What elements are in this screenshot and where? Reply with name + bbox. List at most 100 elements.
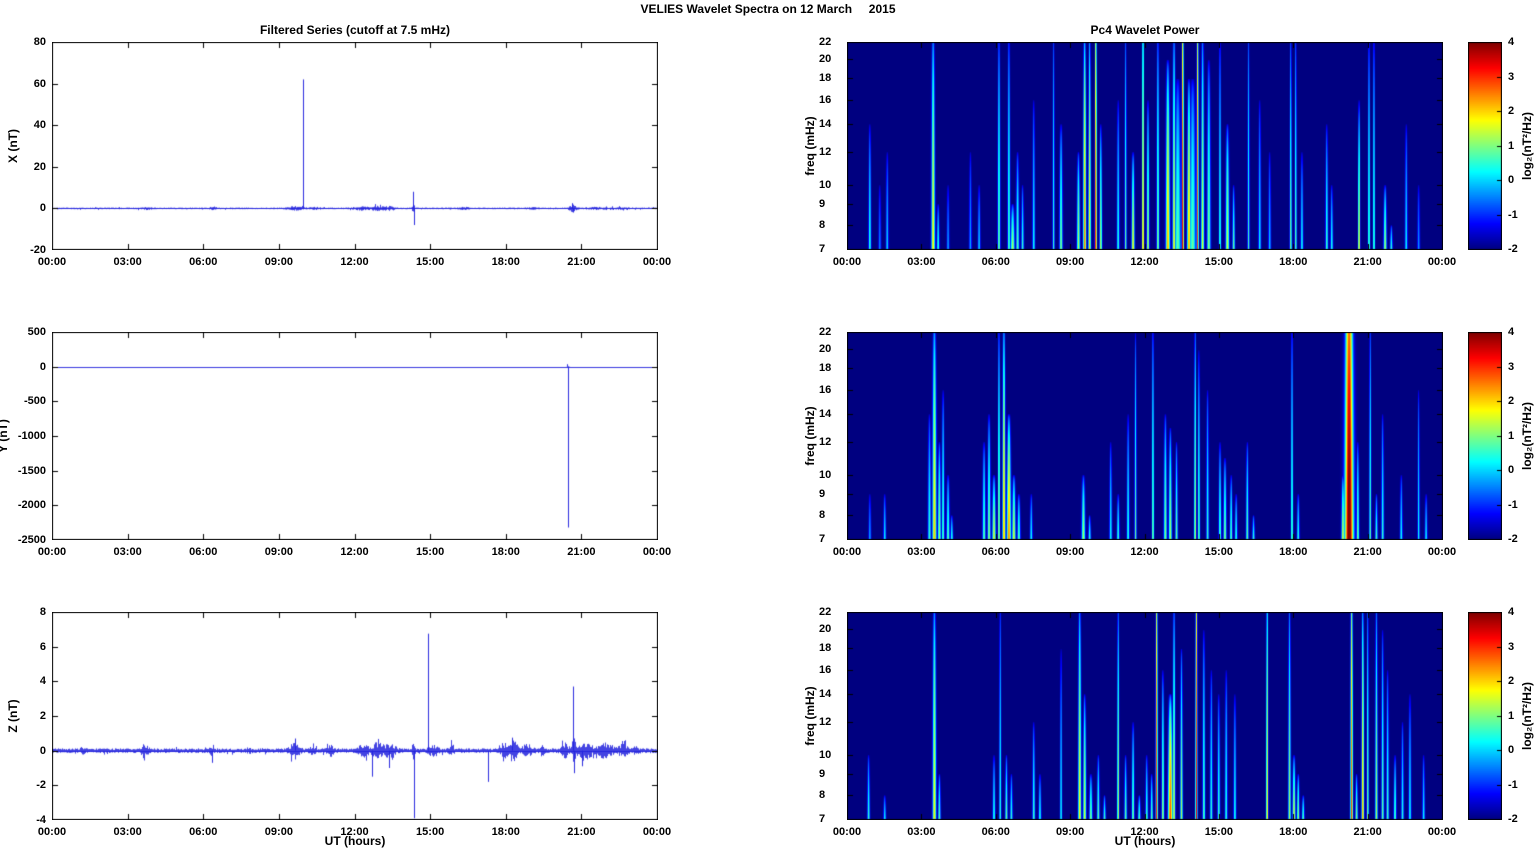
x-tick-label: 00:00 xyxy=(642,826,672,838)
freq-tick-label: 18 xyxy=(819,72,832,85)
x-tick-label: 21:00 xyxy=(1353,256,1382,268)
x-tick-label: 06:00 xyxy=(981,826,1010,838)
colorbar-tick-label: 1 xyxy=(1508,709,1515,722)
x-tick-label: 00:00 xyxy=(1427,546,1457,558)
pc4-spectrogram-bottom: freq (mHz) 00:00 03:00 06:00 09:00 12:00 15:0… xyxy=(803,606,1456,838)
pc4-spectrogram-top: freq (mHz) 00:00 03:00 06:00 09:00 12:00 15:0… xyxy=(803,36,1456,268)
x-tick-label: 12:00 xyxy=(340,256,369,268)
y-tick-label: 6 xyxy=(39,640,46,653)
freq-tick-label: 7 xyxy=(819,243,826,255)
y-tick-label: -4 xyxy=(36,814,46,826)
freq-ylabel-middle: freq (mHz) xyxy=(803,406,817,466)
freq-tick-label: 10 xyxy=(819,178,832,191)
freq-tick-label: 16 xyxy=(819,383,832,396)
x-tick-label: 15:00 xyxy=(416,826,445,838)
x-tick-label: 12:00 xyxy=(1130,826,1159,838)
freq-tick-label: 16 xyxy=(819,93,832,106)
freq-tick-label: 9 xyxy=(819,197,826,210)
x-tick-label: 18:00 xyxy=(1279,826,1308,838)
y-tick-label: 8 xyxy=(39,606,46,618)
x-tick-label: 00:00 xyxy=(832,546,862,558)
pc4-wavelet-power-title: Pc4 Wavelet Power xyxy=(1090,23,1200,37)
colorbar-tick-label: -1 xyxy=(1508,208,1518,221)
x-series-canvas xyxy=(52,42,658,250)
pc4-wavelet-middle-canvas xyxy=(847,332,1443,540)
colorbar-top: log₂(nT²/Hz) 4 3 2 1 0 -1 -2 xyxy=(1468,36,1534,255)
x-tick-label: 09:00 xyxy=(264,256,293,268)
freq-tick-label: 22 xyxy=(819,36,832,48)
x-tick-label: 18:00 xyxy=(1279,256,1308,268)
x-tick-label: 12:00 xyxy=(340,826,369,838)
colorbar-tick-label: 1 xyxy=(1508,429,1515,442)
x-tick-label: 06:00 xyxy=(981,546,1010,558)
z-series-canvas xyxy=(52,612,658,820)
x-tick-label: 15:00 xyxy=(1204,546,1233,558)
filtered-series-title: Filtered Series (cutoff at 7.5 mHz) xyxy=(259,23,451,37)
right-x-axis-label: UT (hours) xyxy=(1114,834,1176,848)
freq-tick-label: 14 xyxy=(819,687,832,700)
freq-tick-label: 20 xyxy=(819,53,832,66)
freq-ylabel-bottom: freq (mHz) xyxy=(803,686,817,746)
y-tick-label: -2500 xyxy=(17,534,46,546)
y-tick-label: -2000 xyxy=(17,499,46,512)
y-tick-label: -2 xyxy=(36,779,46,792)
x-tick-label: 06:00 xyxy=(981,256,1010,268)
y-tick-label: 60 xyxy=(33,77,46,90)
freq-tick-label: 8 xyxy=(819,788,826,801)
freq-tick-label: 9 xyxy=(819,487,826,500)
x-tick-label: 00:00 xyxy=(642,256,672,268)
x-tick-label: 18:00 xyxy=(491,826,520,838)
x-tick-label: 00:00 xyxy=(832,826,862,838)
pc4-spectrogram-middle: freq (mHz) 00:00 03:00 06:00 09:00 12:00 15:0… xyxy=(803,326,1456,558)
x-tick-label: 15:00 xyxy=(1204,826,1233,838)
y-tick-label: 4 xyxy=(39,675,46,688)
x-tick-label: 00:00 xyxy=(37,256,67,268)
freq-tick-label: 10 xyxy=(819,468,832,481)
figure-title: VELIES Wavelet Spectra on 12 March 2015 xyxy=(640,2,896,16)
y-tick-label: 500 xyxy=(27,326,46,338)
x-tick-label: 03:00 xyxy=(907,546,936,558)
freq-tick-label: 12 xyxy=(819,715,832,728)
freq-tick-label: 8 xyxy=(819,218,826,231)
y-tick-label: -20 xyxy=(30,244,46,256)
x-tick-label: 21:00 xyxy=(567,826,596,838)
freq-tick-label: 7 xyxy=(819,533,826,545)
colorbar-tick-label: 4 xyxy=(1508,36,1515,48)
x-tick-label: 21:00 xyxy=(567,256,596,268)
colorbar-tick-label: -1 xyxy=(1508,498,1518,511)
z-series-plot: Z (nT) 00:00 03:00 06:00 09:00 12:00 15:00 18:… xyxy=(6,606,671,838)
colorbar-tick-label: 2 xyxy=(1508,675,1515,687)
freq-tick-label: 22 xyxy=(819,606,832,618)
colorbar-tick-label: 4 xyxy=(1508,326,1515,338)
colorbar-tick-label: 0 xyxy=(1508,744,1515,756)
y-tick-label: -1500 xyxy=(17,464,46,477)
x-series-ylabel: X (nT) xyxy=(6,129,20,163)
freq-tick-label: 12 xyxy=(819,145,832,158)
y-tick-label: 0 xyxy=(39,360,46,373)
x-tick-label: 21:00 xyxy=(1353,546,1382,558)
freq-tick-label: 12 xyxy=(819,435,832,448)
x-tick-label: 03:00 xyxy=(907,826,936,838)
freq-ylabel-top: freq (mHz) xyxy=(803,116,817,176)
colorbar-tick-label: 3 xyxy=(1508,360,1515,373)
x-tick-label: 12:00 xyxy=(1130,546,1159,558)
x-tick-label: 09:00 xyxy=(1056,256,1085,268)
x-tick-label: 18:00 xyxy=(491,546,520,558)
x-tick-label: 09:00 xyxy=(1056,826,1085,838)
y-series-canvas xyxy=(52,332,658,540)
x-tick-label: 18:00 xyxy=(1279,546,1308,558)
y-tick-label: 80 xyxy=(33,36,46,48)
freq-tick-label: 18 xyxy=(819,642,832,655)
y-tick-label: 2 xyxy=(39,710,46,722)
x-tick-label: 21:00 xyxy=(1353,826,1382,838)
x-tick-label: 06:00 xyxy=(189,546,218,558)
x-tick-label: 03:00 xyxy=(113,256,142,268)
colorbar-tick-label: -2 xyxy=(1508,813,1518,825)
x-tick-label: 00:00 xyxy=(1427,826,1457,838)
colorbar-tick-label: 3 xyxy=(1508,70,1515,83)
x-tick-label: 06:00 xyxy=(189,826,218,838)
x-tick-label: 03:00 xyxy=(907,256,936,268)
x-tick-label: 12:00 xyxy=(340,546,369,558)
colorbar-tick-label: -1 xyxy=(1508,778,1518,791)
